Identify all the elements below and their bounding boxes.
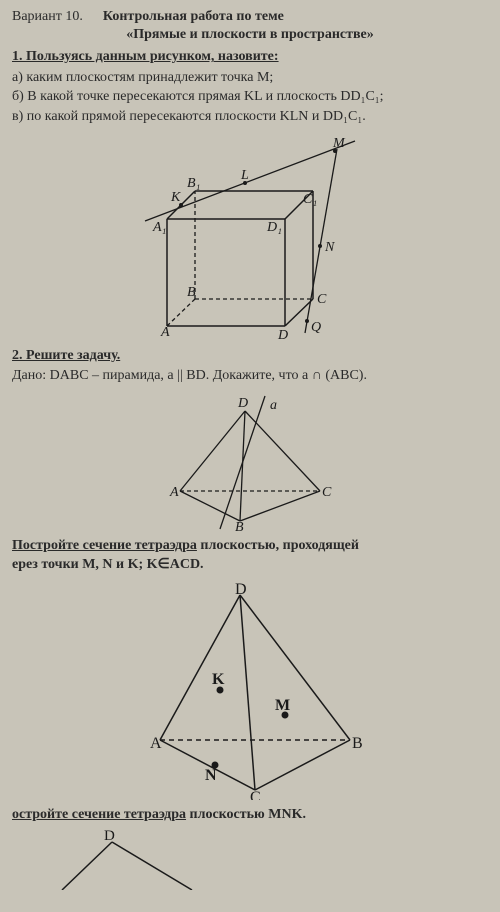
task4-heading: остройте сечение тетраэдра плоскостью MN… — [12, 806, 488, 824]
svg-text:C: C — [250, 789, 261, 800]
task2-heading: 2. Решите задачу. — [12, 347, 488, 365]
svg-text:a: a — [270, 398, 277, 413]
svg-text:D₁: D₁ — [266, 220, 282, 235]
task4-head-underline: остройте сечение тетраэдра — [12, 807, 186, 822]
tetra-figure: A B C D K M N — [12, 580, 488, 800]
task2-given: Дано: DABC – пирамида, a || BD. Докажите… — [12, 367, 488, 385]
tetra2-svg: D — [42, 830, 222, 890]
svg-text:Q: Q — [311, 320, 321, 335]
task1-c: в) по какой прямой пересекаются плоскост… — [12, 108, 488, 126]
svg-text:M: M — [275, 697, 290, 714]
svg-text:A₁: A₁ — [152, 220, 166, 235]
main-title: Контрольная работа по теме — [103, 8, 284, 26]
header-row: Вариант 10. Контрольная работа по теме — [12, 8, 488, 26]
task3-line2: ерез точки M, N и K; K∈ACD. — [12, 556, 488, 574]
svg-text:D: D — [235, 581, 247, 598]
svg-text:L: L — [240, 168, 249, 183]
svg-text:B: B — [187, 285, 196, 300]
svg-text:N: N — [324, 240, 335, 255]
task1-b: б) В какой точке пересекаются прямая KL … — [12, 88, 488, 106]
svg-text:C₁: C₁ — [303, 192, 317, 207]
tetra2-figure: D — [42, 830, 488, 890]
task1-a: а) каким плоскостям принадлежит точка М; — [12, 69, 488, 87]
svg-text:B: B — [352, 735, 363, 752]
task4-head-tail: плоскостью MNK. — [186, 807, 306, 822]
cube-svg: A D B C A₁ B₁ C₁ D₁ K L M N Q — [125, 131, 375, 341]
svg-text:C: C — [317, 292, 327, 307]
subtitle: «Прямые и плоскости в пространстве» — [12, 26, 488, 44]
svg-text:N: N — [205, 767, 217, 784]
task3-heading: Постройте сечение тетраэдра плоскостью, … — [12, 537, 488, 555]
task3-head-tail: плоскостью, проходящей — [197, 538, 359, 553]
svg-text:M: M — [332, 136, 346, 151]
variant-label: Вариант 10. — [12, 8, 83, 26]
tetra-svg: A B C D K M N — [120, 580, 380, 800]
cube-figure: A D B C A₁ B₁ C₁ D₁ K L M N Q — [12, 131, 488, 341]
svg-text:A: A — [169, 485, 179, 500]
svg-text:K: K — [170, 190, 181, 205]
svg-text:A: A — [150, 735, 162, 752]
svg-text:C: C — [322, 485, 332, 500]
task1-heading: 1. Пользуясь данным рисунком, назовите: — [12, 48, 488, 66]
pyramid-svg: A B C D a — [150, 391, 350, 531]
svg-text:B₁: B₁ — [187, 176, 200, 191]
svg-text:B: B — [235, 520, 244, 531]
svg-text:D: D — [104, 830, 115, 844]
task3-head-underline: Постройте сечение тетраэдра — [12, 538, 197, 553]
pyramid-figure: A B C D a — [12, 391, 488, 531]
svg-text:A: A — [160, 325, 170, 340]
svg-text:K: K — [212, 671, 225, 688]
svg-text:D: D — [277, 328, 288, 341]
svg-text:D: D — [237, 396, 248, 411]
